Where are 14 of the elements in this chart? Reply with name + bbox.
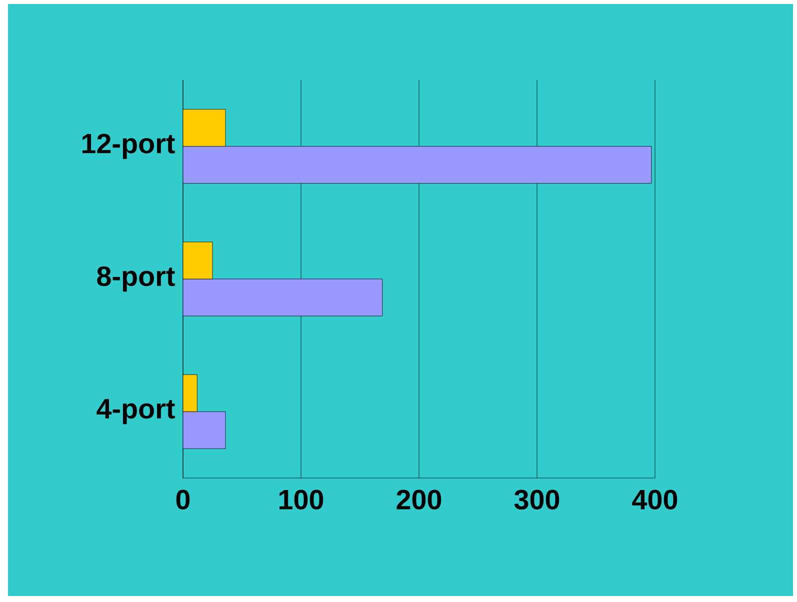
bar <box>183 411 226 449</box>
bar <box>183 278 383 316</box>
x-tick-label: 0 <box>176 490 190 510</box>
x-tick-label: 100 <box>279 490 324 510</box>
y-tick-label: 4-port <box>96 399 175 424</box>
bar <box>183 109 226 147</box>
x-tick-label: 200 <box>396 490 442 510</box>
bar <box>183 374 198 412</box>
y-tick-label: 8-port <box>97 266 175 292</box>
x-tick-label: 400 <box>632 490 678 510</box>
x-tick-label: 300 <box>514 490 560 510</box>
bar <box>183 146 652 184</box>
bar <box>183 242 213 280</box>
y-tick-label: 12-port <box>82 134 175 159</box>
